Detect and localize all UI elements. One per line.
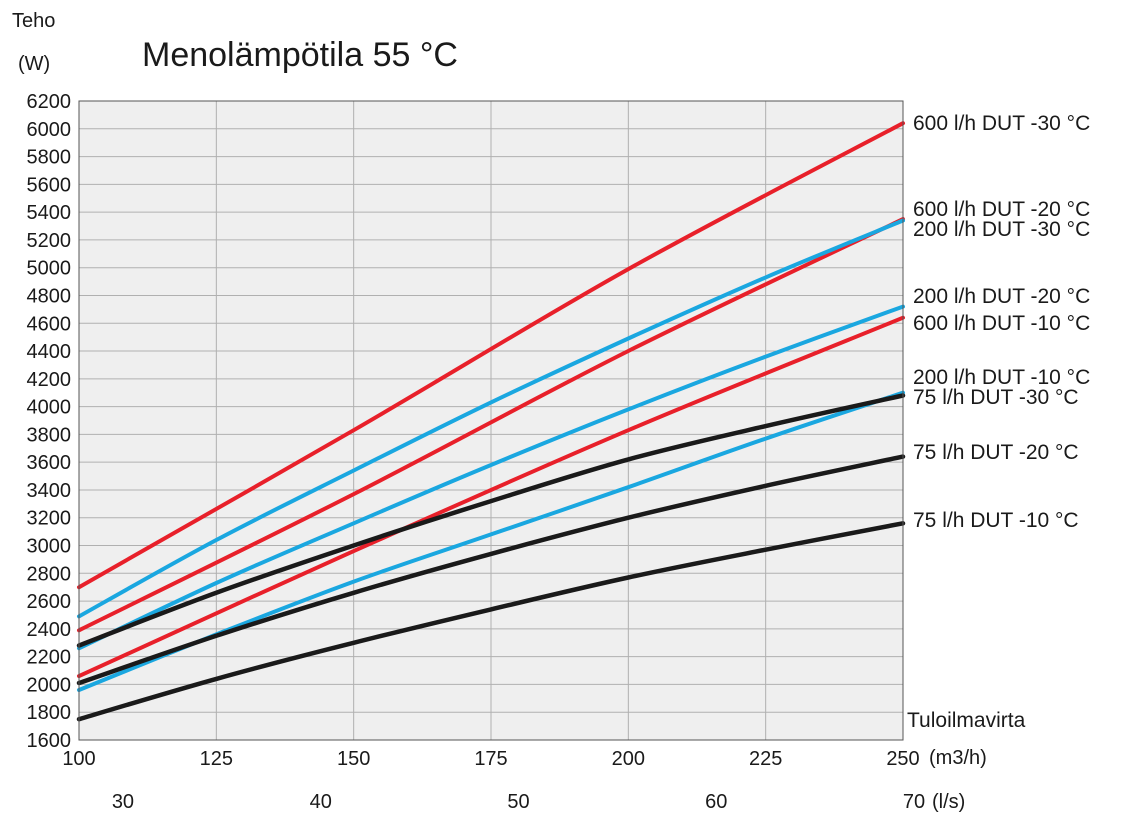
series-label: 200 l/h DUT -30 °C <box>913 218 1090 241</box>
x2-axis-ticks: 30 40 50 60 70 <box>112 791 925 813</box>
y-tick-label: 6000 <box>27 119 72 141</box>
y-tick-label: 6200 <box>27 91 72 113</box>
plot-frame <box>78 100 904 741</box>
y-tick-label: 2200 <box>27 647 72 669</box>
y-tick-label: 5800 <box>27 147 72 169</box>
x-tick-label: 175 <box>474 748 507 770</box>
x-tick-label: 250 <box>886 748 919 770</box>
x-tick-label: 125 <box>200 748 233 770</box>
y-tick-label: 3000 <box>27 536 72 558</box>
y-tick-label: 5000 <box>27 258 72 280</box>
y-tick-label: 1600 <box>27 730 72 752</box>
series-line <box>77 315 905 679</box>
x-axis-unit: (m3/h) <box>929 747 987 769</box>
series-line <box>76 454 906 686</box>
series-layer <box>76 121 906 722</box>
series-line <box>77 218 905 619</box>
y-axis-ticks: 1600 1800 2000 2200 2400 2600 2800 3000 3200 3400… <box>27 91 72 752</box>
series-label: 600 l/h DUT -20 °C <box>913 198 1090 221</box>
x-axis-ticks: 100 125 150 175 200 225 250 <box>62 748 919 770</box>
y-tick-label: 4400 <box>27 341 72 363</box>
y-tick-label: 5200 <box>27 230 72 252</box>
series-line <box>77 304 905 651</box>
y-tick-label: 1800 <box>27 702 72 724</box>
y-tick-label: 3400 <box>27 480 72 502</box>
x-tick-label: 100 <box>62 748 95 770</box>
series-label: 600 l/h DUT -10 °C <box>913 312 1090 335</box>
series-label: 75 l/h DUT -30 °C <box>913 386 1079 409</box>
series-label: 200 l/h DUT -10 °C <box>913 366 1090 389</box>
y-axis-label-line2: (W) <box>18 53 50 75</box>
x2-axis-unit: (l/s) <box>932 791 965 813</box>
series-label: 200 l/h DUT -20 °C <box>913 285 1090 308</box>
series-line <box>77 217 905 633</box>
x-tick-label: 225 <box>749 748 782 770</box>
y-tick-label: 4000 <box>27 397 72 419</box>
y-tick-label: 4200 <box>27 369 72 391</box>
x2-tick-label: 40 <box>310 791 332 813</box>
y-tick-label: 2400 <box>27 619 72 641</box>
y-tick-label: 4600 <box>27 313 72 335</box>
y-tick-label: 3600 <box>27 452 72 474</box>
y-tick-label: 5600 <box>27 174 72 196</box>
series-label: 600 l/h DUT -30 °C <box>913 112 1090 135</box>
x2-tick-label: 60 <box>705 791 727 813</box>
x-tick-label: 200 <box>612 748 645 770</box>
y-tick-label: 2000 <box>27 674 72 696</box>
y-tick-label: 2800 <box>27 563 72 585</box>
x2-tick-label: 70 <box>903 791 925 813</box>
y-tick-label: 3200 <box>27 508 72 530</box>
series-label: 75 l/h DUT -10 °C <box>913 509 1079 532</box>
y-tick-label: 2600 <box>27 591 72 613</box>
series-line <box>77 121 905 590</box>
chart-title: Menolämpötila 55 °C <box>142 36 458 74</box>
x2-tick-label: 50 <box>507 791 529 813</box>
y-axis-label-line1: Teho <box>12 10 55 32</box>
x-tick-label: 150 <box>337 748 370 770</box>
series-line <box>76 521 906 722</box>
x2-tick-label: 30 <box>112 791 134 813</box>
y-tick-label: 3800 <box>27 424 72 446</box>
series-line <box>76 393 906 648</box>
series-label: 75 l/h DUT -20 °C <box>913 441 1079 464</box>
x-axis-label: Tuloilmavirta <box>907 709 1026 732</box>
y-tick-label: 4800 <box>27 285 72 307</box>
y-tick-label: 5400 <box>27 202 72 224</box>
